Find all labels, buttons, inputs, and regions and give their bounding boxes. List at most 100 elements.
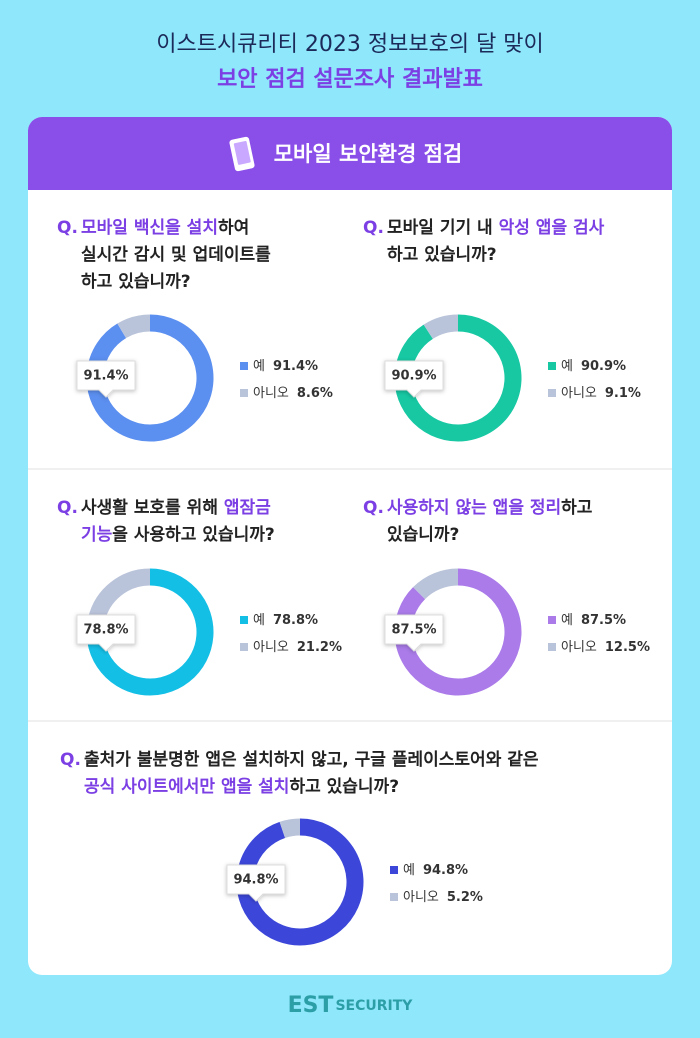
legend-swatch	[548, 616, 556, 624]
question-text: 모바일 백신을 설치	[81, 218, 218, 238]
legend-swatch	[548, 389, 556, 397]
q-label: Q.	[363, 218, 384, 238]
legend-entry: 아니오 21.2%	[253, 640, 342, 655]
legend-entry: 예 78.8%	[253, 613, 318, 628]
title-line2: 보안 점검 설문조사 결과발표	[217, 67, 483, 92]
legend-label: 아니오	[253, 640, 289, 655]
legend-value: 21.2%	[297, 640, 342, 655]
question-text: 출처가 불분명한 앱은 설치하지 않고, 구글 플레이스토어와 같은	[84, 749, 539, 770]
question-line: 실시간 감시 및 업데이트를	[81, 245, 271, 265]
question-line: 사생활 보호를 위해 앱잠금	[81, 497, 271, 518]
question-text: 하고 있습니까?	[289, 777, 399, 797]
donut-segment	[413, 568, 459, 600]
question-text: 하여	[218, 218, 249, 238]
legend-value: 12.5%	[605, 640, 650, 655]
legend-label: 예	[561, 613, 573, 628]
question-text: 하고 있습니까?	[81, 272, 191, 292]
legend-entry: 아니오 5.2%	[403, 890, 483, 905]
question-line: 사용하지 않는 앱을 정리하고	[387, 497, 593, 518]
question-text: 있습니까?	[387, 525, 459, 545]
callout-value: 87.5%	[391, 623, 436, 638]
legend-label: 아니오	[561, 386, 597, 401]
legend-swatch	[390, 866, 398, 874]
title-line1: 이스트시큐리티 2023 정보보호의 달 맞이	[156, 32, 544, 57]
legend-entry: 예 94.8%	[403, 863, 468, 878]
legend-entry: 예 87.5%	[561, 613, 626, 628]
question-text: 공식 사이트에서만 앱을 설치	[84, 776, 289, 797]
callout-value: 90.9%	[391, 369, 436, 384]
callout-box	[76, 614, 136, 652]
question-line: 출처가 불분명한 앱은 설치하지 않고, 구글 플레이스토어와 같은	[84, 749, 539, 770]
callout-value: 94.8%	[233, 873, 278, 888]
question-text: 사생활 보호를 위해	[81, 497, 224, 518]
callout	[76, 614, 136, 652]
logo-sub: SECURITY	[335, 998, 413, 1014]
question-text: 악성 앱을 검사	[499, 217, 605, 238]
legend-value: 78.8%	[273, 613, 318, 628]
section-title: 모바일 보안환경 점검	[274, 142, 463, 166]
question-text: 사용하지 않는 앱을 정리	[387, 497, 561, 518]
donut-segment	[423, 314, 459, 340]
legend-entry: 아니오 9.1%	[561, 386, 641, 401]
callout-value: 78.8%	[83, 623, 128, 638]
question-text: 앱잠금	[224, 497, 271, 518]
donut-segment	[86, 568, 214, 696]
question-text: 하고	[561, 498, 593, 518]
callout-value: 91.4%	[83, 369, 128, 384]
question-line: 모바일 백신을 설치하여	[81, 218, 249, 238]
question-line: 공식 사이트에서만 앱을 설치하고 있습니까?	[84, 776, 399, 797]
section-header	[28, 117, 672, 190]
callout-box	[76, 360, 136, 398]
legend-value: 87.5%	[581, 613, 626, 628]
q-label: Q.	[57, 218, 78, 238]
callout-box	[226, 864, 286, 902]
logo-main: EST	[288, 993, 334, 1018]
question-text: 을 사용하고 있습니까?	[112, 525, 274, 545]
question-text: 하고 있습니까?	[387, 245, 497, 265]
legend-value: 91.4%	[273, 359, 318, 374]
question-text: 기능	[81, 525, 113, 545]
legend-label: 아니오	[403, 890, 439, 905]
callout-box	[384, 614, 444, 652]
legend-value: 8.6%	[297, 386, 333, 401]
question-line: 모바일 기기 내 악성 앱을 검사	[387, 217, 605, 238]
donut-segment	[279, 818, 301, 839]
legend-swatch	[240, 389, 248, 397]
question-line: 하고 있습니까?	[81, 272, 191, 292]
donut-segment	[236, 818, 364, 946]
logo: EST SECURITY	[288, 993, 414, 1018]
legend-value: 90.9%	[581, 359, 626, 374]
legend-swatch	[548, 362, 556, 370]
legend-value: 94.8%	[423, 863, 468, 878]
callout	[384, 614, 444, 652]
legend-swatch	[240, 616, 248, 624]
callout	[226, 864, 286, 902]
legend-label: 예	[253, 613, 265, 628]
callout-box	[384, 360, 444, 398]
legend-label: 예	[253, 359, 265, 374]
callout	[384, 360, 444, 398]
callout	[76, 360, 136, 398]
legend-swatch	[548, 643, 556, 651]
legend-value: 5.2%	[447, 890, 483, 905]
legend-label: 아니오	[253, 386, 289, 401]
legend-swatch	[390, 893, 398, 901]
question-line: 하고 있습니까?	[387, 245, 497, 265]
q-label: Q.	[57, 498, 78, 518]
legend-entry: 예 90.9%	[561, 359, 626, 374]
legend-label: 예	[403, 863, 415, 878]
legend-entry: 아니오 8.6%	[253, 386, 333, 401]
question-text: 실시간 감시 및 업데이트를	[81, 245, 271, 265]
donut-segment	[117, 314, 151, 339]
donut-segment	[88, 568, 151, 622]
legend-entry: 아니오 12.5%	[561, 640, 650, 655]
legend-swatch	[240, 362, 248, 370]
legend-entry: 예 91.4%	[253, 359, 318, 374]
question-text: 모바일 기기 내	[387, 218, 499, 238]
q-label: Q.	[60, 750, 81, 770]
legend-swatch	[240, 643, 248, 651]
legend-label: 아니오	[561, 640, 597, 655]
q-label: Q.	[363, 498, 384, 518]
phone-icon	[229, 136, 255, 172]
